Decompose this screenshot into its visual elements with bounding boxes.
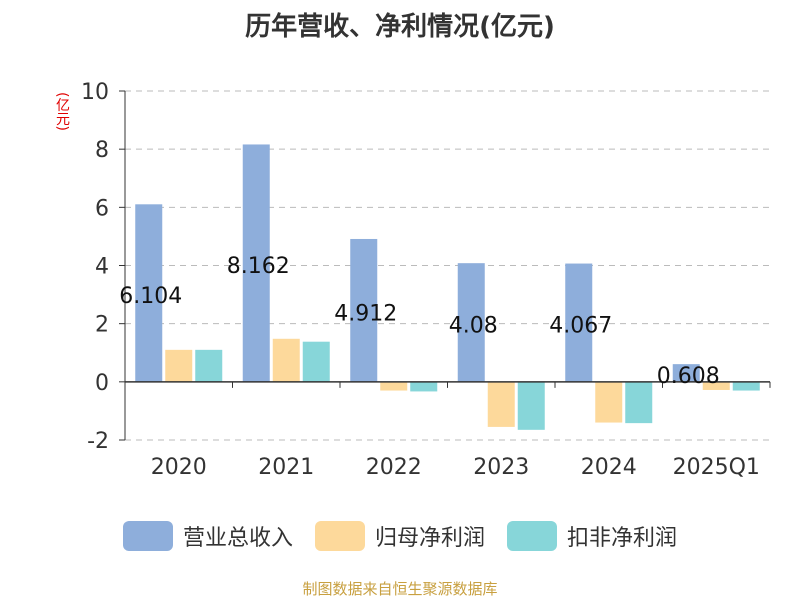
y-tick-label: 8 bbox=[95, 138, 109, 163]
x-tick-label: 2025Q1 bbox=[673, 455, 760, 480]
y-tick-label: 10 bbox=[81, 80, 109, 105]
data-labels: 6.104 8.162 4.912 4.08 4.067 0.608 bbox=[119, 254, 719, 389]
grid-lines bbox=[125, 90, 770, 441]
legend-swatch-revenue bbox=[122, 521, 173, 551]
bar-2020-series-0 bbox=[135, 204, 163, 382]
bar-2021-series-0 bbox=[242, 144, 270, 382]
bars bbox=[135, 144, 760, 430]
data-label: 4.067 bbox=[549, 314, 612, 339]
legend-item-deducted-profit[interactable]: 扣非净利润 bbox=[507, 520, 677, 552]
bar-2020-series-1 bbox=[165, 349, 193, 382]
y-tick-label: 6 bbox=[95, 196, 109, 221]
x-tick-label: 2024 bbox=[581, 455, 637, 480]
bar-2023-series-0 bbox=[457, 263, 485, 382]
legend-swatch-deducted-profit bbox=[507, 521, 557, 551]
y-tick-label: 2 bbox=[95, 313, 109, 338]
bar-2024-series-2 bbox=[625, 381, 653, 424]
y-axis-unit-label: (亿元) bbox=[54, 92, 70, 131]
x-tick-label: 2022 bbox=[366, 455, 422, 480]
legend-item-revenue[interactable]: 营业总收入 bbox=[122, 520, 293, 552]
bar-2022-series-2 bbox=[410, 381, 438, 392]
y-tick-label: 4 bbox=[95, 255, 109, 280]
legend-label-net-profit: 归母净利润 bbox=[374, 526, 485, 551]
chart-title: 历年营收、净利情况(亿元) bbox=[245, 12, 555, 42]
bar-2024-series-0 bbox=[565, 263, 593, 382]
data-label: 0.608 bbox=[657, 364, 720, 389]
axes: -2 0 2 4 6 8 10 2020 2021 2022 2023 2024 2025Q1 bbox=[81, 80, 771, 480]
data-label: 6.104 bbox=[119, 284, 182, 309]
bar-2025Q1-series-1 bbox=[702, 381, 730, 390]
data-label: 4.912 bbox=[334, 301, 397, 326]
legend: 营业总收入 归母净利润 扣非净利润 bbox=[0, 516, 800, 556]
bar-2022-series-0 bbox=[350, 238, 378, 382]
legend-item-net-profit[interactable]: 归母净利润 bbox=[314, 520, 485, 552]
bar-2023-series-2 bbox=[517, 381, 545, 430]
legend-label-revenue: 营业总收入 bbox=[182, 526, 293, 551]
data-label: 8.162 bbox=[227, 254, 290, 279]
y-tick-label: 0 bbox=[95, 371, 109, 396]
bar-2023-series-1 bbox=[487, 381, 515, 427]
x-tick-label: 2021 bbox=[258, 455, 314, 480]
bar-2022-series-1 bbox=[380, 381, 408, 391]
bar-2021-series-2 bbox=[302, 341, 330, 382]
bar-2024-series-1 bbox=[595, 381, 623, 423]
x-tick-label: 2020 bbox=[151, 455, 207, 480]
data-label: 4.08 bbox=[449, 314, 498, 339]
legend-label-deducted-profit: 扣非净利润 bbox=[567, 526, 678, 551]
y-tick-label: -2 bbox=[87, 429, 109, 454]
bar-2021-series-1 bbox=[272, 338, 300, 382]
bar-chart: -2 0 2 4 6 8 10 2020 2021 2022 2023 2024 2025Q1 6.10… bbox=[81, 80, 771, 480]
legend-swatch-net-profit bbox=[314, 521, 365, 551]
bar-2025Q1-series-2 bbox=[732, 381, 760, 391]
bar-2020-series-2 bbox=[195, 349, 223, 382]
x-tick-label: 2023 bbox=[473, 455, 529, 480]
source-note: 制图数据来自恒生聚源数据库 bbox=[302, 580, 498, 598]
bar-2025Q1-series-0 bbox=[672, 364, 700, 382]
